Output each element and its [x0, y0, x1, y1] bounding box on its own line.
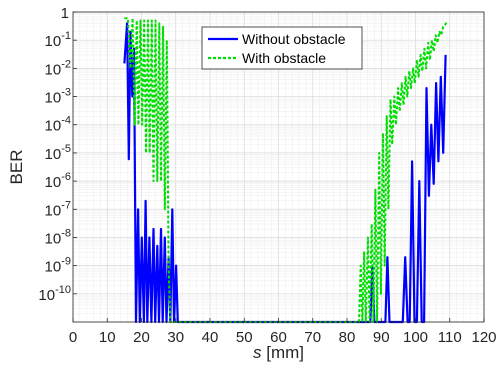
- x-tick-label: 20: [133, 329, 150, 346]
- legend-label: Without obstacle: [242, 31, 346, 47]
- y-tick-label: 10-8: [45, 227, 71, 247]
- x-tick-label: 40: [202, 329, 219, 346]
- x-tick-label: 120: [471, 329, 496, 346]
- y-tick-label: 10-2: [45, 58, 71, 78]
- x-tick-label: 60: [270, 329, 287, 346]
- x-tick-label: 30: [167, 329, 184, 346]
- x-tick-label: 90: [373, 329, 390, 346]
- y-tick-label: 10-1: [45, 30, 71, 50]
- y-tick-label: 10-9: [45, 256, 71, 276]
- y-tick-label: 10-4: [45, 115, 71, 135]
- legend-label: With obstacle: [242, 50, 326, 66]
- y-tick-label: 10-7: [45, 199, 71, 219]
- x-axis-label: s [mm]: [253, 343, 304, 362]
- legend-box: [201, 26, 363, 70]
- legend: Without obstacle With obstacle: [201, 26, 363, 70]
- y-axis-label: BER: [7, 150, 26, 185]
- x-tick-label: 10: [99, 329, 116, 346]
- y-tick-label: 10-10: [38, 284, 71, 304]
- ticks: 0 10 20 30 40 50 60 70 80 90 100 110 120 1 10-1 10-2 10-…: [38, 5, 496, 346]
- y-tick-label: 1: [61, 5, 69, 22]
- x-tick-label: 70: [304, 329, 321, 346]
- y-tick-label: 10-3: [45, 87, 71, 107]
- y-tick-label: 10-5: [45, 143, 71, 163]
- x-tick-label: 0: [69, 329, 77, 346]
- x-tick-label: 100: [403, 329, 428, 346]
- x-tick-label: 50: [236, 329, 253, 346]
- y-tick-label: 10-6: [45, 171, 71, 191]
- x-tick-label: 80: [339, 329, 356, 346]
- axis-labels: s [mm] BER: [7, 150, 304, 362]
- x-tick-label: 110: [438, 329, 462, 346]
